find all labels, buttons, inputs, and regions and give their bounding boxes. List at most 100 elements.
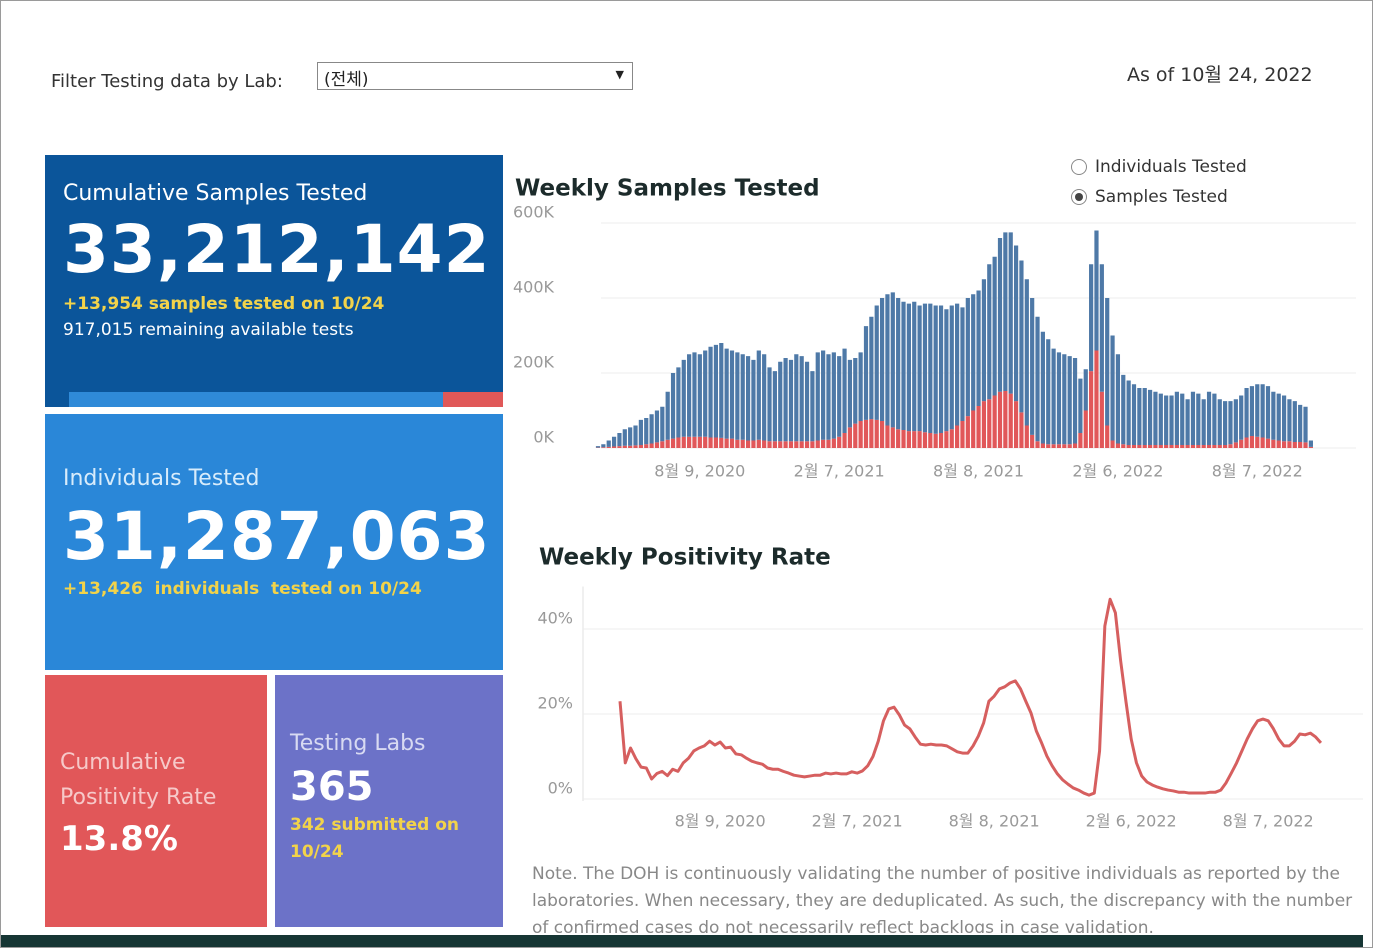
card-title: Cumulative Samples Tested xyxy=(63,181,368,206)
bar xyxy=(724,348,729,439)
bar xyxy=(778,361,783,442)
bar xyxy=(1035,316,1040,442)
bar xyxy=(1303,406,1308,443)
bar xyxy=(949,305,954,430)
bar xyxy=(922,432,928,448)
bar xyxy=(1287,441,1292,448)
lab-dropdown[interactable]: (전체) ▼ xyxy=(317,62,633,90)
bar xyxy=(842,348,847,433)
bar xyxy=(1094,230,1099,351)
bar xyxy=(745,440,751,448)
bar xyxy=(1046,444,1051,448)
bar xyxy=(1051,348,1056,445)
bar xyxy=(971,410,976,448)
card-title: Individuals Tested xyxy=(63,466,260,491)
bar xyxy=(831,352,836,439)
bar xyxy=(1030,298,1035,435)
bar xyxy=(879,298,885,421)
bar xyxy=(660,406,665,442)
card-new: +13,954 samples tested on 10/24 xyxy=(63,294,385,314)
radio-option[interactable]: Samples Tested xyxy=(1071,187,1228,207)
bar xyxy=(1099,264,1104,392)
bar xyxy=(1303,442,1308,448)
bar xyxy=(821,439,826,448)
radio-label: Individuals Tested xyxy=(1095,157,1247,177)
samples-card: Cumulative Samples Tested 33,212,142 +13… xyxy=(45,155,503,407)
bar xyxy=(1153,445,1158,448)
capacity-bar xyxy=(69,392,443,407)
bar xyxy=(735,439,740,448)
bar xyxy=(1142,388,1147,445)
card-new: +13,426 individuals tested on 10/24 xyxy=(63,579,422,599)
bar xyxy=(847,427,853,448)
bar xyxy=(1083,369,1088,411)
radio-label: Samples Tested xyxy=(1095,187,1228,207)
bar xyxy=(622,429,627,446)
bar xyxy=(804,361,810,442)
radio-option[interactable]: Individuals Tested xyxy=(1071,157,1247,177)
bar xyxy=(863,419,869,448)
bar xyxy=(1035,441,1040,448)
bar xyxy=(1121,444,1126,448)
bar xyxy=(692,352,697,437)
bar xyxy=(729,350,735,439)
bar xyxy=(762,354,767,441)
bar xyxy=(965,298,970,417)
bar xyxy=(670,373,676,439)
bar xyxy=(912,301,917,432)
bar xyxy=(1239,395,1244,440)
bar xyxy=(1013,245,1019,402)
bar xyxy=(692,436,697,448)
bar xyxy=(1276,393,1281,441)
bar xyxy=(676,367,681,438)
capacity-bar-used xyxy=(443,392,503,407)
dropdown-value: (전체) xyxy=(324,70,369,90)
bar xyxy=(1164,395,1169,445)
bar xyxy=(713,344,719,438)
filter-label: Filter Testing data by Lab: xyxy=(51,71,283,92)
bar xyxy=(676,437,681,448)
bar xyxy=(703,436,708,448)
bar xyxy=(1056,352,1062,445)
bar xyxy=(981,401,987,448)
bar xyxy=(1249,386,1255,436)
bar xyxy=(976,290,981,406)
bar xyxy=(606,440,611,447)
bar xyxy=(1019,260,1024,413)
bar xyxy=(767,441,772,448)
bar xyxy=(1201,445,1206,448)
bar xyxy=(1078,433,1083,448)
bar xyxy=(863,326,869,420)
card-submitted: 342 submitted on 10/24 xyxy=(290,815,459,862)
card-remaining: 917,015 remaining available tests xyxy=(63,320,354,340)
bar xyxy=(938,433,944,448)
bar xyxy=(901,301,906,430)
bar xyxy=(1255,436,1260,448)
bar xyxy=(1131,445,1137,448)
bar xyxy=(1228,401,1233,445)
bar xyxy=(681,436,686,448)
y-tick-label: 200K xyxy=(513,353,555,372)
bar xyxy=(1292,401,1297,442)
bar xyxy=(719,343,724,438)
bar xyxy=(965,416,970,448)
bar xyxy=(1212,393,1217,445)
card-value: 13.8% xyxy=(60,819,178,859)
bar xyxy=(906,303,911,432)
bar xyxy=(633,425,638,446)
bar xyxy=(847,359,853,428)
bar xyxy=(1137,388,1142,445)
card-value: 365 xyxy=(290,764,374,810)
bar xyxy=(1008,232,1013,394)
x-tick-label: 8월 7, 2022 xyxy=(1223,812,1314,831)
bar xyxy=(783,441,788,448)
bar xyxy=(960,421,965,448)
bar xyxy=(1158,445,1163,448)
bar xyxy=(853,423,858,448)
bar xyxy=(1067,356,1072,445)
bar xyxy=(611,446,617,448)
bar xyxy=(1072,443,1078,448)
bar xyxy=(831,438,836,448)
bar xyxy=(992,256,997,396)
